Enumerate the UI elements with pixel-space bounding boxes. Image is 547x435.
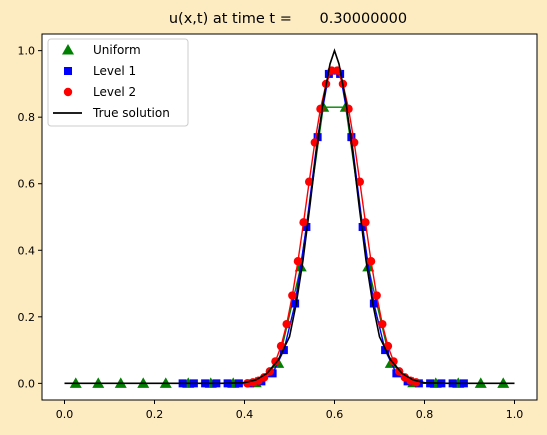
y-tick-label: 0.6 [18, 178, 36, 191]
plot-frame [41, 33, 538, 401]
legend-item: Uniform [62, 43, 141, 57]
legend-marker [62, 44, 74, 55]
legend-item: Level 1 [64, 64, 136, 78]
data-point [288, 291, 297, 300]
data-point [369, 299, 378, 308]
data-point [316, 104, 325, 114]
y-tick-label: 0.8 [18, 111, 36, 124]
data-point [366, 257, 376, 266]
data-point [304, 177, 314, 186]
x-tick-label: 0.0 [56, 408, 74, 421]
x-axis: 0.0 0.2 0.4 0.6 0.8 1.0 [56, 400, 524, 421]
data-point [291, 299, 300, 308]
x-tick-label: 0.2 [146, 408, 164, 421]
data-point [302, 222, 311, 231]
data-point [358, 222, 367, 231]
data-point [344, 104, 353, 114]
legend-marker [64, 67, 72, 75]
series-line [64, 48, 515, 385]
data-point [355, 177, 365, 186]
x-tick-label: 0.8 [416, 408, 434, 421]
x-tick-label: 0.6 [326, 408, 344, 421]
series-level-2 [243, 66, 421, 388]
data-point [372, 291, 381, 300]
series-layer [64, 48, 515, 388]
legend-box [47, 38, 189, 127]
y-axis: 0.0 0.2 0.4 0.6 0.8 1.0 [18, 45, 42, 390]
x-tick-label: 1.0 [506, 408, 524, 421]
data-point [271, 357, 280, 366]
legend: Uniform Level 1 Level 2 True solution [47, 38, 189, 127]
x-tick-label: 0.4 [236, 408, 254, 421]
legend-marker [63, 87, 73, 97]
data-point [282, 319, 291, 329]
y-tick-label: 1.0 [18, 45, 36, 58]
chart-title: u(x,t) at time t = 0.30000000 [169, 11, 407, 27]
y-tick-label: 0.4 [18, 244, 36, 257]
legend-item: Level 2 [63, 85, 136, 99]
series-true-solution [64, 48, 515, 385]
legend-label: True solution [92, 106, 170, 120]
y-tick-label: 0.0 [18, 377, 36, 390]
data-point [378, 319, 387, 329]
legend-label: Uniform [93, 43, 141, 57]
legend-label: Level 1 [93, 64, 136, 78]
data-point [293, 257, 303, 266]
data-point [259, 373, 269, 382]
legend-item: True solution [53, 106, 170, 120]
data-point [299, 218, 308, 227]
data-point [389, 357, 398, 366]
data-point [361, 218, 370, 227]
y-tick-label: 0.2 [18, 311, 36, 324]
legend-label: Level 2 [93, 85, 136, 99]
